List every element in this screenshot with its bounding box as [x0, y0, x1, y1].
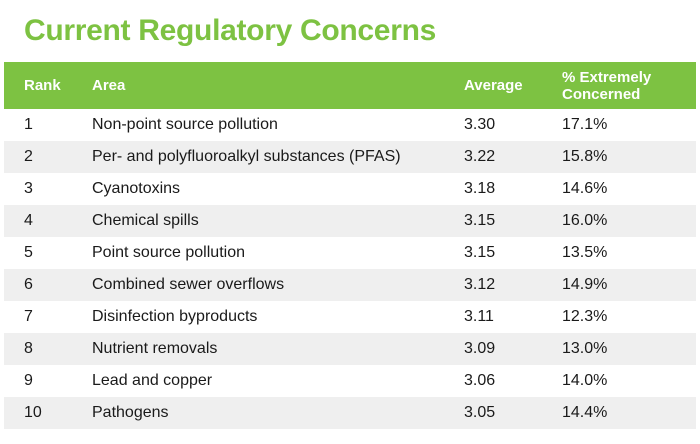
table-row: 2 Per- and polyfluoroalkyl substances (PF… — [4, 141, 696, 173]
rank-cell: 7 — [24, 308, 33, 325]
pct-cell: 17.1% — [562, 116, 608, 133]
table-row: 9 Lead and copper 3.06 14.0% — [4, 365, 696, 397]
average-cell: 3.05 — [464, 404, 496, 421]
pct-cell: 12.3% — [562, 308, 608, 325]
area-cell: Pathogens — [92, 404, 169, 421]
area-cell: Point source pollution — [92, 244, 245, 261]
rank-cell: 9 — [24, 372, 33, 389]
header-rank: Rank — [24, 77, 61, 94]
average-cell: 3.06 — [464, 372, 496, 389]
pct-cell: 14.0% — [562, 372, 608, 389]
average-cell: 3.30 — [464, 116, 496, 133]
area-cell: Combined sewer overflows — [92, 276, 285, 293]
area-cell: Chemical spills — [92, 212, 199, 229]
table-row: 5 Point source pollution 3.15 13.5% — [4, 237, 696, 269]
rank-cell: 2 — [24, 148, 33, 165]
pct-cell: 13.0% — [562, 340, 608, 357]
area-cell: Disinfection byproducts — [92, 308, 258, 325]
average-cell: 3.12 — [464, 276, 496, 293]
average-cell: 3.22 — [464, 148, 496, 165]
pct-cell: 13.5% — [562, 244, 608, 261]
header-area: Area — [92, 77, 126, 94]
area-cell: Nutrient removals — [92, 340, 218, 357]
pct-cell: 14.9% — [562, 276, 608, 293]
rank-cell: 3 — [24, 180, 33, 197]
area-cell: Per- and polyfluoroalkyl substances (PFA… — [92, 148, 401, 165]
pct-cell: 14.4% — [562, 404, 608, 421]
table-row: 6 Combined sewer overflows 3.12 14.9% — [4, 269, 696, 301]
rank-cell: 6 — [24, 276, 33, 293]
table-row: 8 Nutrient removals 3.09 13.0% — [4, 333, 696, 365]
area-cell: Lead and copper — [92, 372, 213, 389]
table-body: 1 Non-point source pollution 3.30 17.1% 2 Per… — [4, 109, 696, 429]
rank-cell: 10 — [24, 404, 42, 421]
rank-cell: 5 — [24, 244, 33, 261]
table-row: 1 Non-point source pollution 3.30 17.1% — [4, 109, 696, 141]
rank-cell: 1 — [24, 116, 33, 133]
table-row: 7 Disinfection byproducts 3.11 12.3% — [4, 301, 696, 333]
average-cell: 3.09 — [464, 340, 496, 357]
pct-cell: 14.6% — [562, 180, 608, 197]
table-row: 10 Pathogens 3.05 14.4% — [4, 397, 696, 429]
pct-cell: 15.8% — [562, 148, 608, 165]
area-cell: Non-point source pollution — [92, 116, 278, 133]
table-header-row: Rank Area Average % Extremely Concerned — [4, 62, 696, 109]
table-row: 4 Chemical spills 3.15 16.0% — [4, 205, 696, 237]
average-cell: 3.15 — [464, 212, 496, 229]
average-cell: 3.15 — [464, 244, 496, 261]
rank-cell: 8 — [24, 340, 33, 357]
header-pct-extremely-concerned: % Extremely Concerned — [562, 68, 652, 103]
chart-title: Current Regulatory Concerns — [24, 14, 436, 47]
average-cell: 3.11 — [464, 308, 494, 325]
header-average: Average — [464, 77, 523, 94]
rank-cell: 4 — [24, 212, 33, 229]
average-cell: 3.18 — [464, 180, 496, 197]
regulatory-concerns-table: Rank Area Average % Extremely Concerned … — [4, 62, 696, 429]
pct-cell: 16.0% — [562, 212, 608, 229]
table-row: 3 Cyanotoxins 3.18 14.6% — [4, 173, 696, 205]
area-cell: Cyanotoxins — [92, 180, 181, 197]
